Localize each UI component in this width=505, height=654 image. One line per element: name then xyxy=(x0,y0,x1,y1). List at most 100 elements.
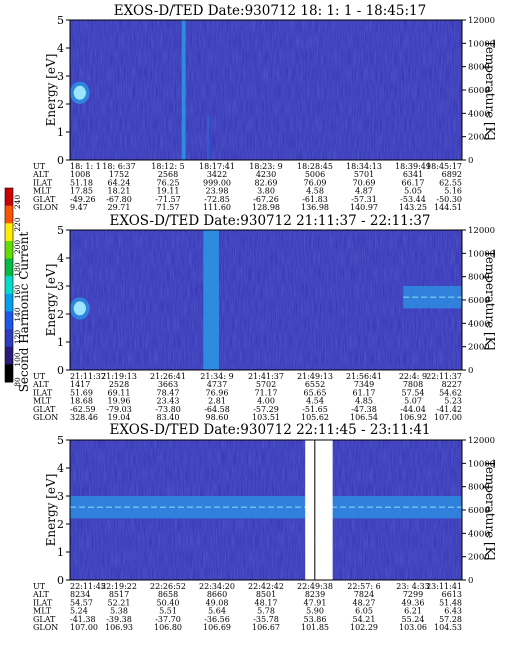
panel-2-cell: 4.85 xyxy=(355,397,373,406)
panel-3-cell: 22:11:45 xyxy=(70,582,106,591)
panel-1-cell: -72.85 xyxy=(204,195,230,204)
panel-3-cell: -41.38 xyxy=(70,615,96,624)
colorbar-tick-label: 80 xyxy=(13,377,22,387)
panel-3-ytick-label: 2 xyxy=(57,518,64,531)
colorbar-label: Second Harmonic Current xyxy=(17,232,31,393)
colorbar-ticks: 240 220 200 180 160 140 120 100 80 xyxy=(13,195,22,387)
panel-2-cell: 5702 xyxy=(256,380,276,389)
panel-1-y2tick-label: 4000 xyxy=(468,109,490,119)
panel-3-cell: 50.40 xyxy=(157,598,180,607)
panel-2-cell: 21:26:41 xyxy=(150,372,186,381)
panel-3-cell: 47.91 xyxy=(304,598,327,607)
panel-1-cell: 23.98 xyxy=(206,187,229,196)
panel-2-ytick-label: 3 xyxy=(57,280,64,293)
panel-2-cell: 22:4: 9 xyxy=(399,372,427,381)
panel-1-cell: 9.47 xyxy=(70,203,88,212)
panel-2-cell: 19.96 xyxy=(108,397,131,406)
panel-2-cell: 21:34: 9 xyxy=(200,372,233,381)
panel-3-row-label: ILAT xyxy=(33,598,53,607)
panel-1-cell: 66.17 xyxy=(402,178,425,187)
panel-2-cell: 4737 xyxy=(207,380,227,389)
panel-2-cell: -44.04 xyxy=(400,405,426,414)
panel-1-cell: 4230 xyxy=(256,170,276,179)
colorbar-tick-label: 160 xyxy=(13,285,22,300)
panel-3-ylabel: Energy [eV] xyxy=(44,474,58,547)
panel-3-cell: -39.38 xyxy=(106,615,132,624)
panel-3-cell: 22:42:42 xyxy=(248,582,284,591)
panel-3-cell: 8658 xyxy=(158,590,178,599)
panel-2-y2tick-label: 8000 xyxy=(468,273,490,283)
panel-2-cell: -47.38 xyxy=(351,405,377,414)
panel-3-cell: 6.21 xyxy=(404,607,422,616)
panel-2-y2tick-label: 10000 xyxy=(468,249,495,259)
panel-2-cell: 5.07 xyxy=(404,397,422,406)
panel-1-cell: 29.71 xyxy=(108,203,131,212)
panel-1-cell: 5701 xyxy=(354,170,374,179)
panel-2-cell: 57.54 xyxy=(402,388,425,397)
panel-2-cell: 4.00 xyxy=(257,397,275,406)
panel-2-cell: 8227 xyxy=(442,380,462,389)
panel-1-y2tick-label: 0 xyxy=(468,156,473,166)
panel-1-cell: 18:45:17 xyxy=(426,162,462,171)
panel-2-cell: 328.46 xyxy=(70,413,98,422)
panel-3-cell: 7824 xyxy=(354,590,374,599)
panel-3-cell: 8517 xyxy=(109,590,129,599)
panel-3-cell: 106.69 xyxy=(203,623,231,632)
panel-3-cell: 51.48 xyxy=(439,598,462,607)
panel-1-row-label: ILAT xyxy=(33,178,53,187)
panel-3-cell: -37.70 xyxy=(155,615,181,624)
panel-2-row-label: GLAT xyxy=(33,405,56,414)
panel-2-cell: 5.23 xyxy=(444,397,462,406)
panel-1: EXOS-D/TED Date:930712 18: 1: 1 - 18:45:… xyxy=(32,3,497,212)
panel-2: EXOS-D/TED Date:930712 21:11:37 - 22:11:… xyxy=(32,213,497,422)
panel-1-y2label: Temperature [K] xyxy=(483,40,497,141)
panel-3-cell: 5.51 xyxy=(159,607,177,616)
panel-2-ytick-label: 0 xyxy=(57,364,64,377)
panel-3-cell: 8660 xyxy=(207,590,227,599)
panel-1-row-label: ALT xyxy=(32,170,49,179)
colorbar-tick-label: 140 xyxy=(13,307,22,322)
panel-1-cell: -49.26 xyxy=(70,195,96,204)
panel-3-ytick-label: 0 xyxy=(57,574,64,587)
panel-1-ytick-label: 5 xyxy=(57,14,64,27)
panel-2-y2label: Temperature [K] xyxy=(483,250,497,351)
panel-1-cell: 128.98 xyxy=(252,203,280,212)
panel-1-cell: 18: 1: 1 xyxy=(70,162,101,171)
panel-1-cell: 17.85 xyxy=(70,187,93,196)
colorbar-swatch xyxy=(5,258,13,277)
panel-1-cell: -61.83 xyxy=(302,195,328,204)
panel-3-band-0 xyxy=(70,496,462,519)
panel-1-cell: 5006 xyxy=(305,170,325,179)
colorbar-swatch xyxy=(5,205,13,224)
panel-1-cell: -53.44 xyxy=(400,195,426,204)
panel-1-cell: 18: 6:37 xyxy=(102,162,135,171)
panel-1-cell: 143.25 xyxy=(399,203,427,212)
panel-2-cell: 2.81 xyxy=(208,397,226,406)
panel-2-cell: 69.11 xyxy=(108,388,131,397)
panel-1-ytick-label: 3 xyxy=(57,70,64,83)
colorbar-frame xyxy=(4,187,14,383)
panel-2-cell: 61.17 xyxy=(353,388,376,397)
panel-3-cell: -35.78 xyxy=(253,615,279,624)
panel-1-y2tick-label: 8000 xyxy=(468,63,490,73)
panel-1-cell: -50.30 xyxy=(436,195,462,204)
panel-2-cell: 105.62 xyxy=(301,413,329,422)
panel-3-ytick-label: 5 xyxy=(57,434,64,447)
panel-3-cell: 107.00 xyxy=(70,623,98,632)
panel-1-title: EXOS-D/TED Date:930712 18: 1: 1 - 18:45:… xyxy=(114,3,426,19)
panel-3-cell: 5.78 xyxy=(257,607,275,616)
panel-2-cell: 107.00 xyxy=(434,413,462,422)
panel-2-cell: 6552 xyxy=(305,380,325,389)
panel-1-cell: 5.16 xyxy=(444,187,462,196)
panel-1-cell: -67.26 xyxy=(253,195,279,204)
panel-1-cell: 18:39:49 xyxy=(395,162,431,171)
panel-2-cell: 22:11:37 xyxy=(426,372,462,381)
panel-1-cell: 82.69 xyxy=(255,178,278,187)
panel-1-cell: 19.11 xyxy=(157,187,180,196)
colorbar-tick-label: 220 xyxy=(13,217,22,232)
panel-3-cell: 49.36 xyxy=(402,598,425,607)
colorbar-swatch xyxy=(5,240,13,260)
panel-3-ytick-label: 1 xyxy=(57,546,64,559)
panel-2-cell: 21:11:37 xyxy=(70,372,106,381)
